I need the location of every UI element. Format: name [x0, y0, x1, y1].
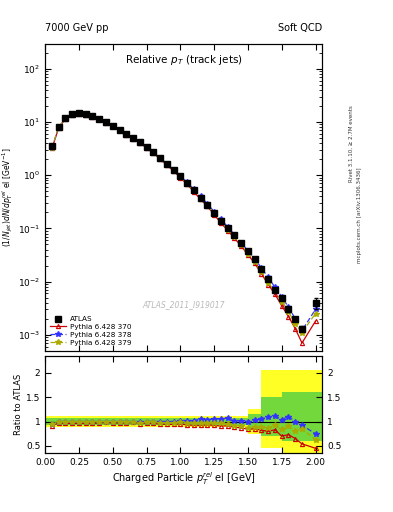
Text: 7000 GeV pp: 7000 GeV pp: [45, 23, 109, 33]
Y-axis label: $(1/N_{jet})dN/dp^{rel}_{T}$ el [GeV$^{-1}$]: $(1/N_{jet})dN/dp^{rel}_{T}$ el [GeV$^{-…: [1, 147, 15, 247]
Y-axis label: Ratio to ATLAS: Ratio to ATLAS: [14, 374, 23, 435]
Legend: ATLAS, Pythia 6.428 370, Pythia 6.428 378, Pythia 6.428 379: ATLAS, Pythia 6.428 370, Pythia 6.428 37…: [48, 313, 134, 349]
Text: ATLAS_2011_I919017: ATLAS_2011_I919017: [143, 300, 225, 309]
Text: Soft QCD: Soft QCD: [278, 23, 322, 33]
Text: Rivet 3.1.10, ≥ 2.7M events: Rivet 3.1.10, ≥ 2.7M events: [349, 105, 354, 182]
X-axis label: Charged Particle $p^{rel}_{T}$ el [GeV]: Charged Particle $p^{rel}_{T}$ el [GeV]: [112, 470, 256, 486]
Text: Relative $p_{T}$ (track jets): Relative $p_{T}$ (track jets): [125, 53, 242, 67]
Text: mcplots.cern.ch [arXiv:1306.3436]: mcplots.cern.ch [arXiv:1306.3436]: [357, 167, 362, 263]
